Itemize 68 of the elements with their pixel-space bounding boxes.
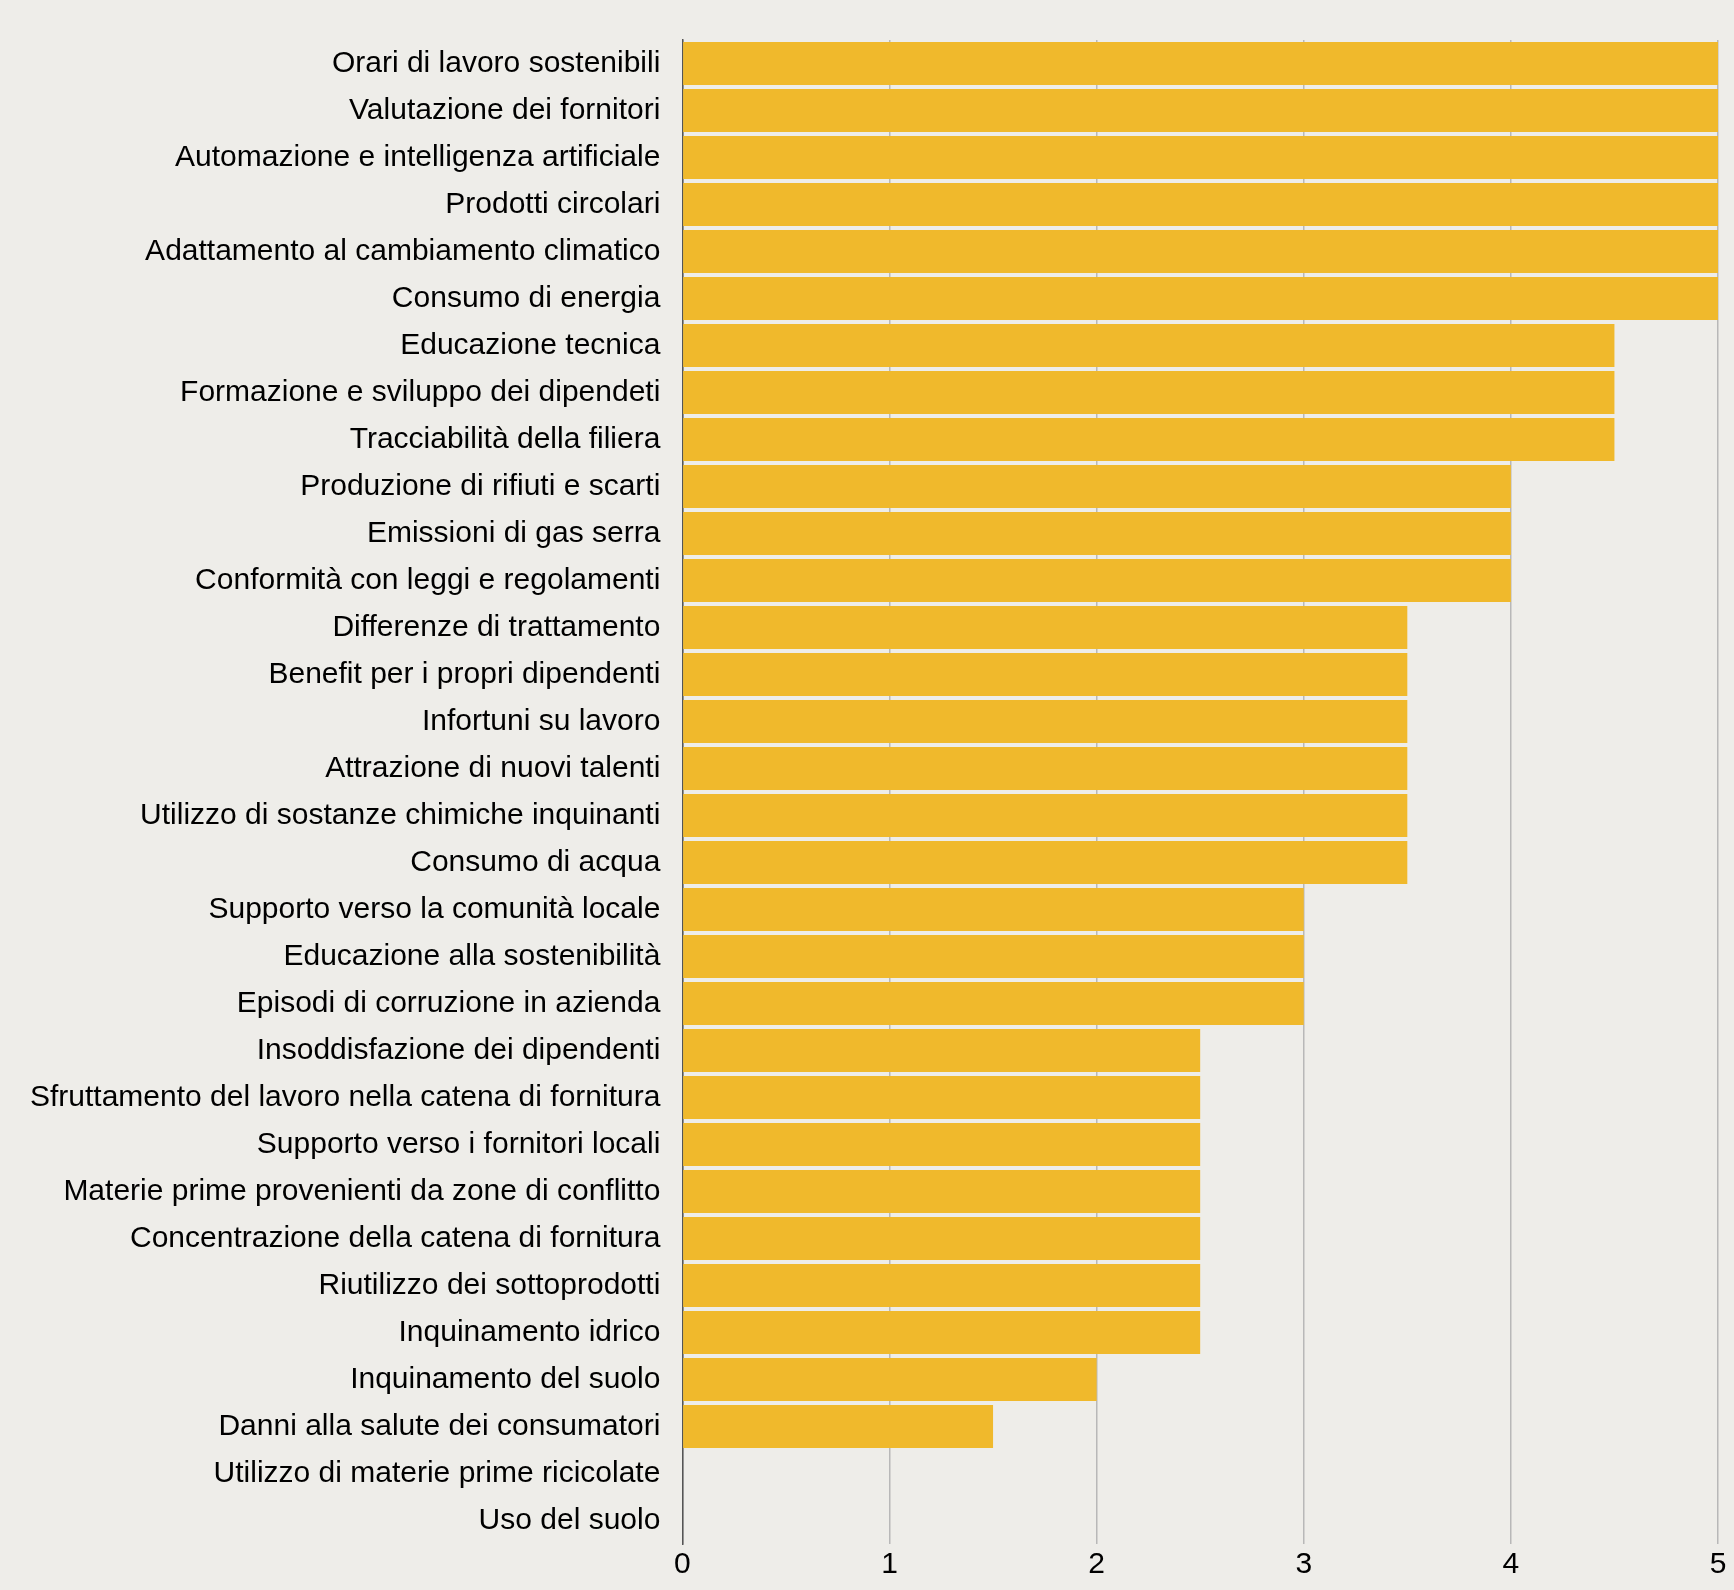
y-tick-label: Materie prime provenienti da zone di conflitto (63, 1172, 661, 1206)
bar (683, 511, 1511, 556)
y-tick-label: Formazione e sviluppo dei dipendeti (180, 373, 661, 407)
x-tick-label: 2 (1088, 1546, 1105, 1580)
bar (683, 1075, 1201, 1120)
y-tick-label: Consumo di acqua (410, 843, 661, 877)
x-tick-label: 4 (1502, 1546, 1520, 1580)
x-tick-label: 5 (1709, 1546, 1727, 1580)
bar (683, 1404, 994, 1449)
bar (683, 1122, 1201, 1167)
bar (683, 746, 1408, 791)
y-tick-label: Uso del suolo (478, 1501, 661, 1535)
bar (683, 1169, 1201, 1214)
y-tick-label: Infortuni su lavoro (421, 702, 661, 736)
bar (683, 1028, 1201, 1073)
y-tick-label: Benefit per i propri dipendenti (268, 655, 661, 689)
y-tick-label: Utilizzo di sostanze chimiche inquinanti (140, 796, 661, 830)
bar (683, 1263, 1201, 1308)
y-tick-label: Concentrazione della catena di fornitura (130, 1219, 661, 1253)
y-tick-label: Valutazione dei fornitori (349, 91, 661, 125)
bar (683, 981, 1304, 1026)
y-tick-label: Insoddisfazione dei dipendenti (256, 1031, 661, 1065)
y-tick-label: Automazione e intelligenza artificiale (175, 138, 661, 172)
bar (683, 276, 1718, 321)
y-tick-label: Prodotti circolari (445, 185, 661, 219)
bar (683, 558, 1511, 603)
y-tick-label: Adattamento al cambiamento climatico (145, 232, 661, 266)
y-tick-label: Orari di lavoro sostenibili (331, 44, 661, 78)
y-tick-label: Inquinamento del suolo (350, 1360, 661, 1394)
bar (683, 934, 1304, 979)
bar (683, 417, 1615, 462)
y-tick-label: Danni alla salute dei consumatori (218, 1407, 661, 1441)
y-tick-label: Educazione alla sostenibilità (283, 937, 661, 971)
bar (683, 88, 1718, 133)
bar (683, 370, 1615, 415)
bar (683, 41, 1718, 86)
x-tick-label: 3 (1295, 1546, 1313, 1580)
bar (683, 182, 1718, 227)
bar (683, 135, 1718, 180)
y-tick-label: Inquinamento idrico (398, 1313, 661, 1347)
y-tick-label: Riutilizzo dei sottoprodotti (318, 1266, 661, 1300)
y-tick-label: Tracciabilità della filiera (349, 420, 661, 454)
bar (683, 840, 1408, 885)
bar (683, 464, 1511, 509)
bar (683, 323, 1615, 368)
y-tick-label: Episodi di corruzione in azienda (236, 984, 661, 1018)
y-tick-label: Produzione di rifiuti e scarti (300, 467, 661, 501)
bar (683, 652, 1408, 697)
bar (683, 1310, 1201, 1355)
y-tick-label: Consumo di energia (391, 279, 661, 313)
y-tick-label: Sfruttamento del lavoro nella catena di fornitura (29, 1078, 661, 1112)
y-tick-label: Supporto verso i fornitori locali (256, 1125, 661, 1159)
bar (683, 1357, 1097, 1402)
x-tick-label: 1 (881, 1546, 898, 1580)
bar (683, 699, 1408, 744)
x-tick-label: 0 (674, 1546, 691, 1580)
y-tick-label: Conformità con leggi e regolamenti (195, 561, 661, 595)
bar (683, 229, 1718, 274)
y-tick-label: Emissioni di gas serra (366, 514, 661, 548)
y-tick-label: Educazione tecnica (400, 326, 661, 360)
y-tick-label: Supporto verso la comunità locale (208, 890, 661, 924)
bar (683, 1216, 1201, 1261)
y-tick-label: Attrazione di nuovi talenti (325, 749, 661, 783)
bar (683, 887, 1304, 932)
bar (683, 793, 1408, 838)
bar (683, 605, 1408, 650)
y-tick-label: Utilizzo di materie prime ricicolate (213, 1454, 661, 1488)
y-tick-label: Differenze di trattamento (332, 608, 661, 642)
